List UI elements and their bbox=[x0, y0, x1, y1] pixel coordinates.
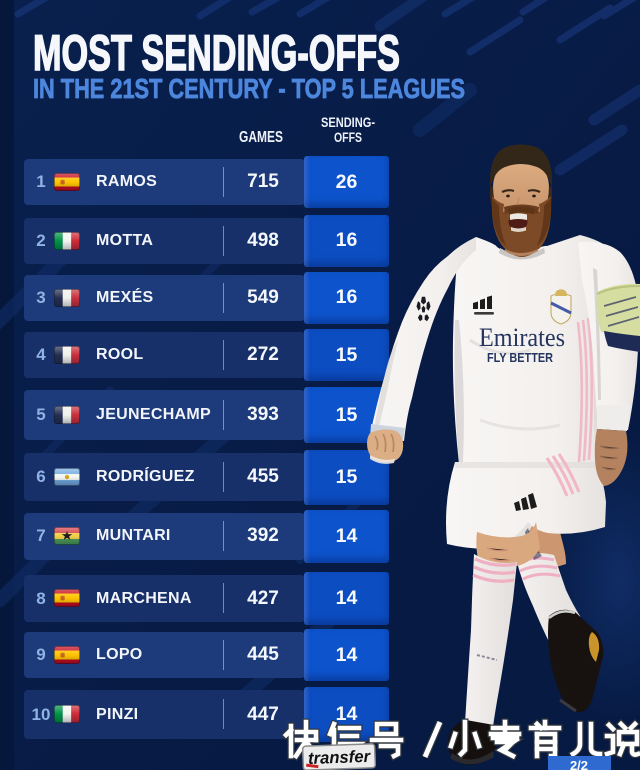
svg-text:MOST SENDING-OFFS: MOST SENDING-OFFS bbox=[33, 25, 400, 81]
svg-text:GAMES: GAMES bbox=[239, 129, 283, 146]
svg-text:Emirates: Emirates bbox=[479, 323, 565, 352]
svg-text:OFFS: OFFS bbox=[334, 129, 362, 145]
svg-text:transfer: transfer bbox=[308, 747, 372, 768]
svg-text:2/2: 2/2 bbox=[570, 758, 588, 770]
svg-text:IN THE 21ST CENTURY - TOP 5 LE: IN THE 21ST CENTURY - TOP 5 LEAGUES bbox=[33, 73, 465, 104]
svg-text:FLY BETTER: FLY BETTER bbox=[487, 350, 554, 365]
svg-text:SENDING-: SENDING- bbox=[321, 114, 375, 130]
